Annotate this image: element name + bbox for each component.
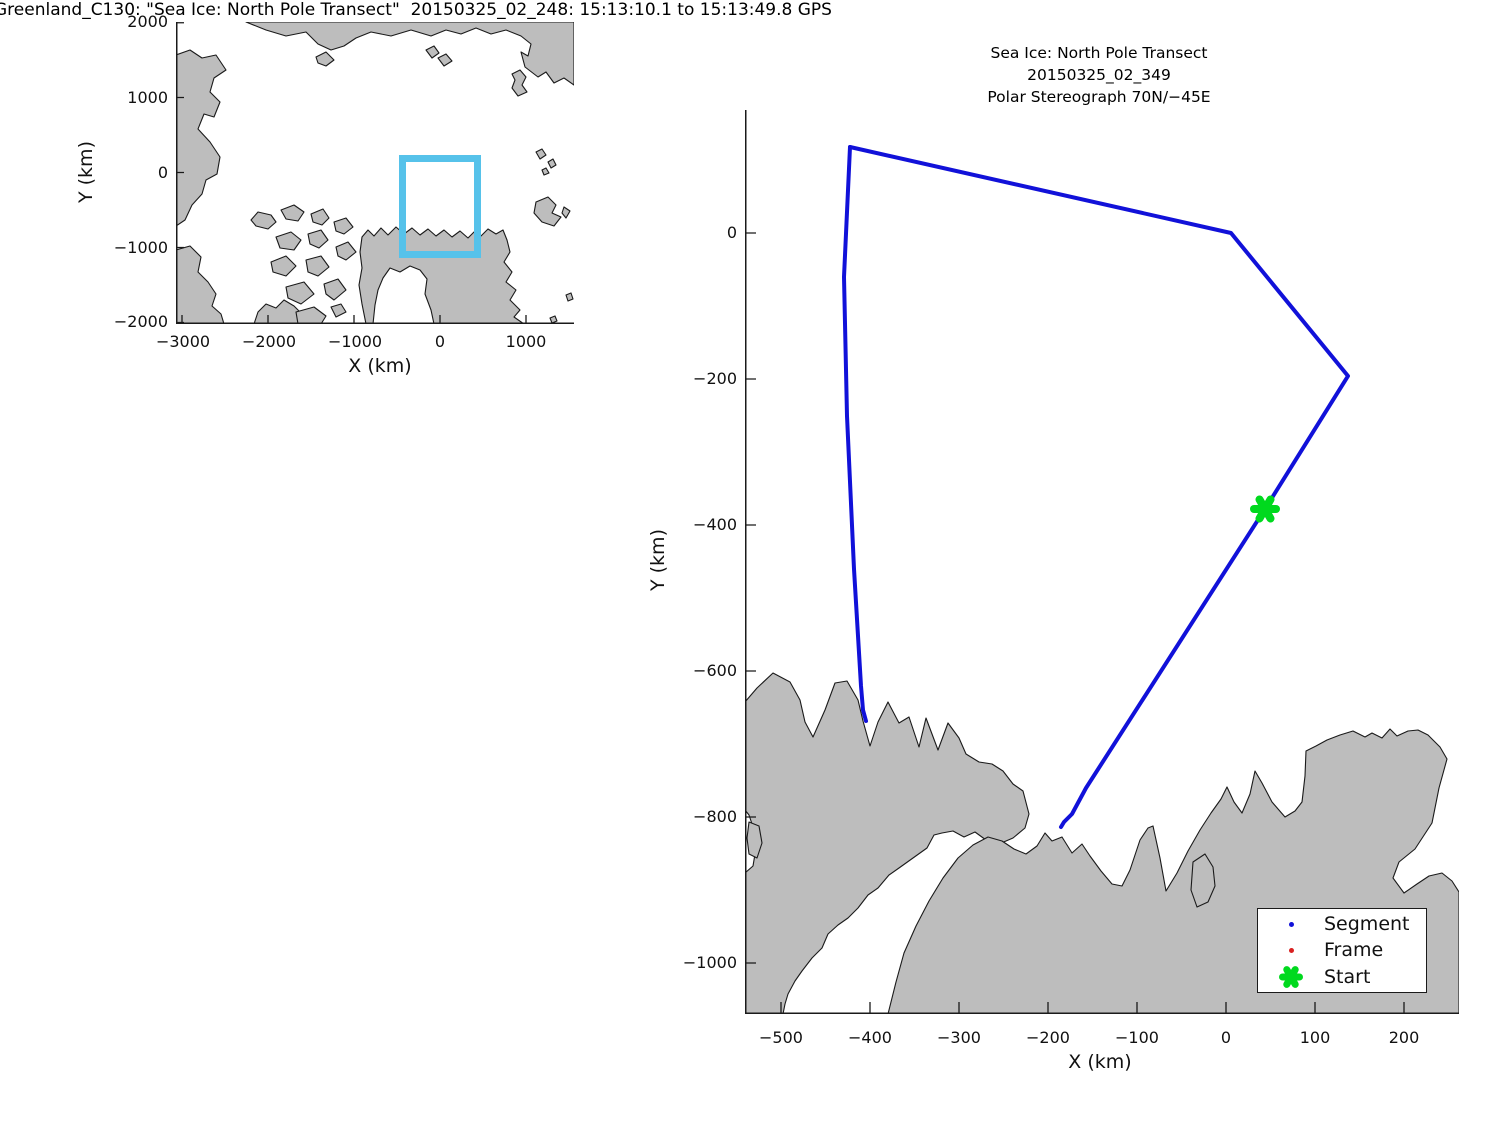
- arctic-archipelago-islands: [250, 204, 357, 324]
- flight-xtick-m100: −100: [1115, 1028, 1159, 1047]
- overview-xtick-m1000: −1000: [327, 332, 383, 351]
- flight-title-line1: Sea Ice: North Pole Transect: [990, 44, 1208, 62]
- coastline-mainland-southwest: [176, 245, 225, 324]
- flight-axis-spines: [745, 110, 1459, 1014]
- coastline-siberia: [176, 49, 227, 227]
- small-island-west: [746, 821, 763, 859]
- overview-yaxis-label: Y (km): [75, 141, 97, 203]
- overview-ytick-0: 0: [157, 163, 168, 182]
- start-marker: [1250, 495, 1280, 523]
- flight-xaxis-label: X (km): [1068, 1051, 1132, 1073]
- overview-xtick-m3000: −3000: [155, 332, 211, 351]
- flight-plot-svg: [745, 110, 1459, 1014]
- overview-xtick-0: 0: [434, 332, 446, 351]
- figure-title: Greenland_C130: "Sea Ice: North Pole Tra…: [0, 0, 832, 20]
- flight-track-west-leg: [842, 145, 868, 723]
- flight-xtick-m400: −400: [848, 1028, 892, 1047]
- overview-xtick-m2000: −2000: [241, 332, 297, 351]
- overview-ytick-m1000: −1000: [113, 238, 168, 257]
- flight-track-line: [848, 145, 1350, 829]
- overview-xaxis-label: X (km): [348, 355, 412, 377]
- overview-ytick-1000: 1000: [127, 88, 168, 107]
- top-right-islands: [315, 45, 528, 97]
- flight-yaxis-label: Y (km): [647, 529, 669, 591]
- overview-axis-spines: [176, 22, 574, 324]
- legend: Segment Frame Start: [1257, 908, 1427, 993]
- legend-row-start: Start: [1258, 964, 1426, 990]
- flight-xtick-200: 200: [1388, 1028, 1420, 1047]
- legend-row-frame: Frame: [1258, 937, 1426, 963]
- flight-xtick-0: 0: [1220, 1028, 1232, 1047]
- flight-xtick-m500: −500: [759, 1028, 803, 1047]
- flight-xtick-m300: −300: [937, 1028, 981, 1047]
- elongated-island: [1190, 853, 1216, 908]
- coastline-greenland-overview: [358, 226, 525, 324]
- flight-title-line3: Polar Stereograph 70N/−45E: [987, 88, 1211, 106]
- flight-xtick-m200: −200: [1026, 1028, 1070, 1047]
- start-star-icon: [1258, 965, 1324, 989]
- overview-ytick-2000: 2000: [127, 12, 168, 31]
- flight-title-line2: 20150325_02_349: [1027, 66, 1171, 84]
- legend-frame-label: Frame: [1324, 939, 1384, 962]
- flight-ytick-m600: −600: [693, 661, 737, 680]
- legend-segment-label: Segment: [1324, 913, 1410, 936]
- coastline-top-strip: [245, 22, 574, 86]
- legend-start-label: Start: [1324, 965, 1371, 988]
- frame-dot-icon: [1258, 947, 1324, 953]
- flight-ytick-m200: −200: [693, 369, 737, 388]
- overview-xtick-1000: 1000: [505, 332, 547, 351]
- segment-dot-icon: [1258, 921, 1324, 927]
- flight-xtick-100: 100: [1299, 1028, 1331, 1047]
- flight-ytick-m800: −800: [693, 807, 737, 826]
- flight-area-highlight-box: [399, 155, 481, 258]
- overview-ytick-m2000: −2000: [113, 312, 168, 331]
- overview-tick-marks: [176, 22, 527, 324]
- flight-ytick-m400: −400: [693, 515, 737, 534]
- flight-ytick-0: 0: [726, 223, 737, 242]
- flight-ytick-m1000: −1000: [682, 953, 737, 972]
- flight-tick-marks: [745, 232, 1405, 1013]
- svalbard-islands: [533, 148, 574, 324]
- legend-row-segment: Segment: [1258, 911, 1426, 937]
- overview-map-svg: [176, 22, 574, 324]
